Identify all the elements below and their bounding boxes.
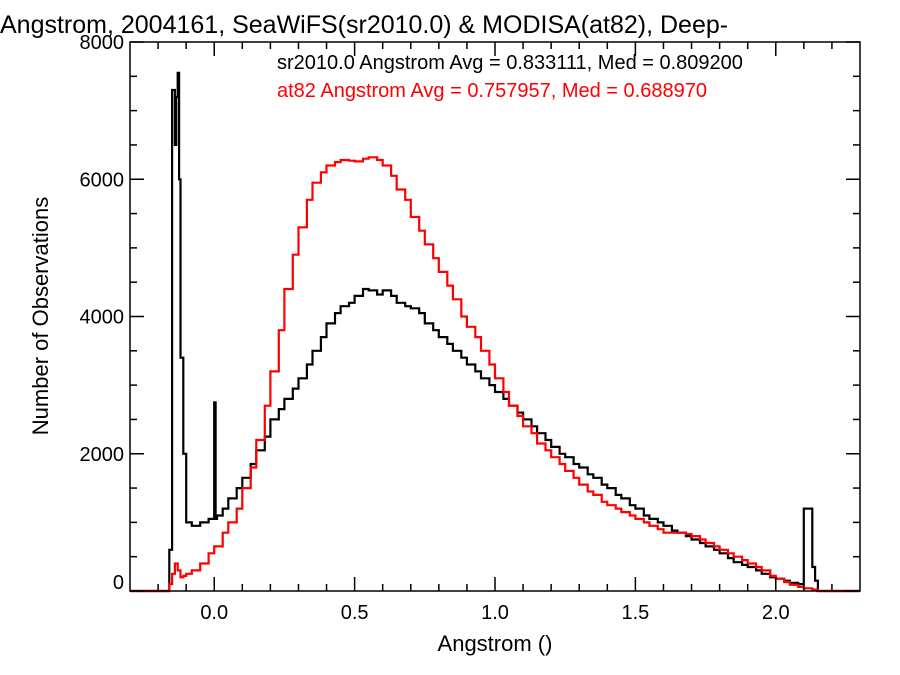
y-axis-label: Number of Observations <box>28 197 53 435</box>
annotation-at82: at82 Angstrom Avg = 0.757957, Med = 0.68… <box>277 80 707 102</box>
x-axis-label: Angstrom () <box>438 631 553 656</box>
y-tick-label: 8000 <box>80 32 125 54</box>
series-line-0 <box>130 71 860 593</box>
x-tick-label: 1.5 <box>621 602 649 624</box>
chart-title: Angstrom, 2004161, SeaWiFS(sr2010.0) & M… <box>0 11 728 39</box>
x-tick-label: 1.0 <box>481 602 509 624</box>
ticks-layer: 0.0 0.5 1.0 1.5 2.0 0 2000 4000 6000 8000 <box>80 32 860 624</box>
y-tick-label: 6000 <box>80 169 125 191</box>
x-tick-label: 0.5 <box>341 602 369 624</box>
x-tick-label: 0.0 <box>200 602 228 624</box>
y-tick-label: 2000 <box>80 444 125 466</box>
series-line-1 <box>130 156 860 593</box>
series-layer <box>130 71 860 593</box>
annotation-sr2010: sr2010.0 Angstrom Avg = 0.833111, Med = … <box>277 52 743 74</box>
x-tick-label: 2.0 <box>762 602 790 624</box>
y-tick-label: 0 <box>113 572 124 594</box>
y-tick-label: 4000 <box>80 307 125 329</box>
